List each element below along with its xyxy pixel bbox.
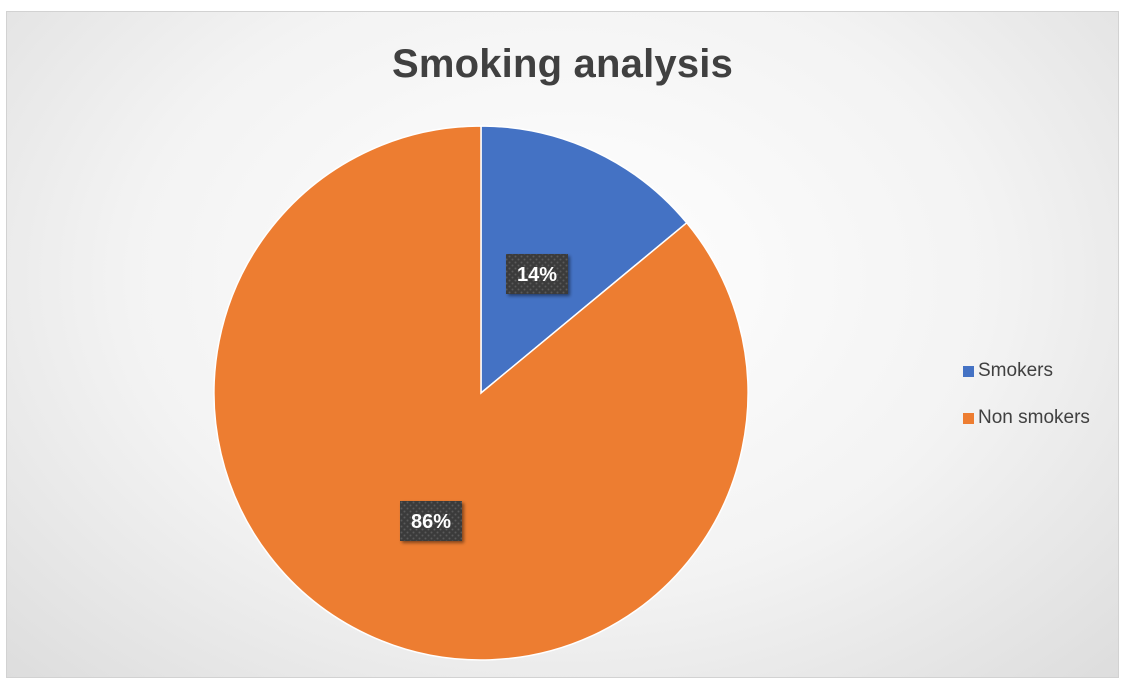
data-label-smokers: 14%	[506, 254, 568, 294]
legend-item-smokers: Smokers	[963, 359, 1090, 383]
chart-title: Smoking analysis	[391, 42, 734, 86]
legend-label: Non smokers	[978, 407, 1090, 428]
legend-item-non-smokers: Non smokers	[963, 406, 1090, 430]
legend-swatch	[963, 365, 974, 377]
pie-slice-non-smokers	[213, 125, 749, 661]
data-label-text: 86%	[411, 511, 451, 533]
pie-chart: 14% 86%	[213, 125, 749, 661]
data-label-box	[400, 501, 462, 541]
chart-area: Smoking analysis 14% 86% Smokers Non smoke…	[6, 11, 1119, 678]
chart-legend: Smokers Non smokers	[963, 359, 1090, 453]
pie-slice-smokers	[480, 125, 688, 395]
legend-label: Smokers	[978, 360, 1053, 381]
data-label-box	[506, 254, 568, 294]
legend-swatch	[963, 412, 974, 424]
data-label-non-smokers: 86%	[400, 501, 462, 541]
data-label-text: 14%	[517, 264, 557, 286]
